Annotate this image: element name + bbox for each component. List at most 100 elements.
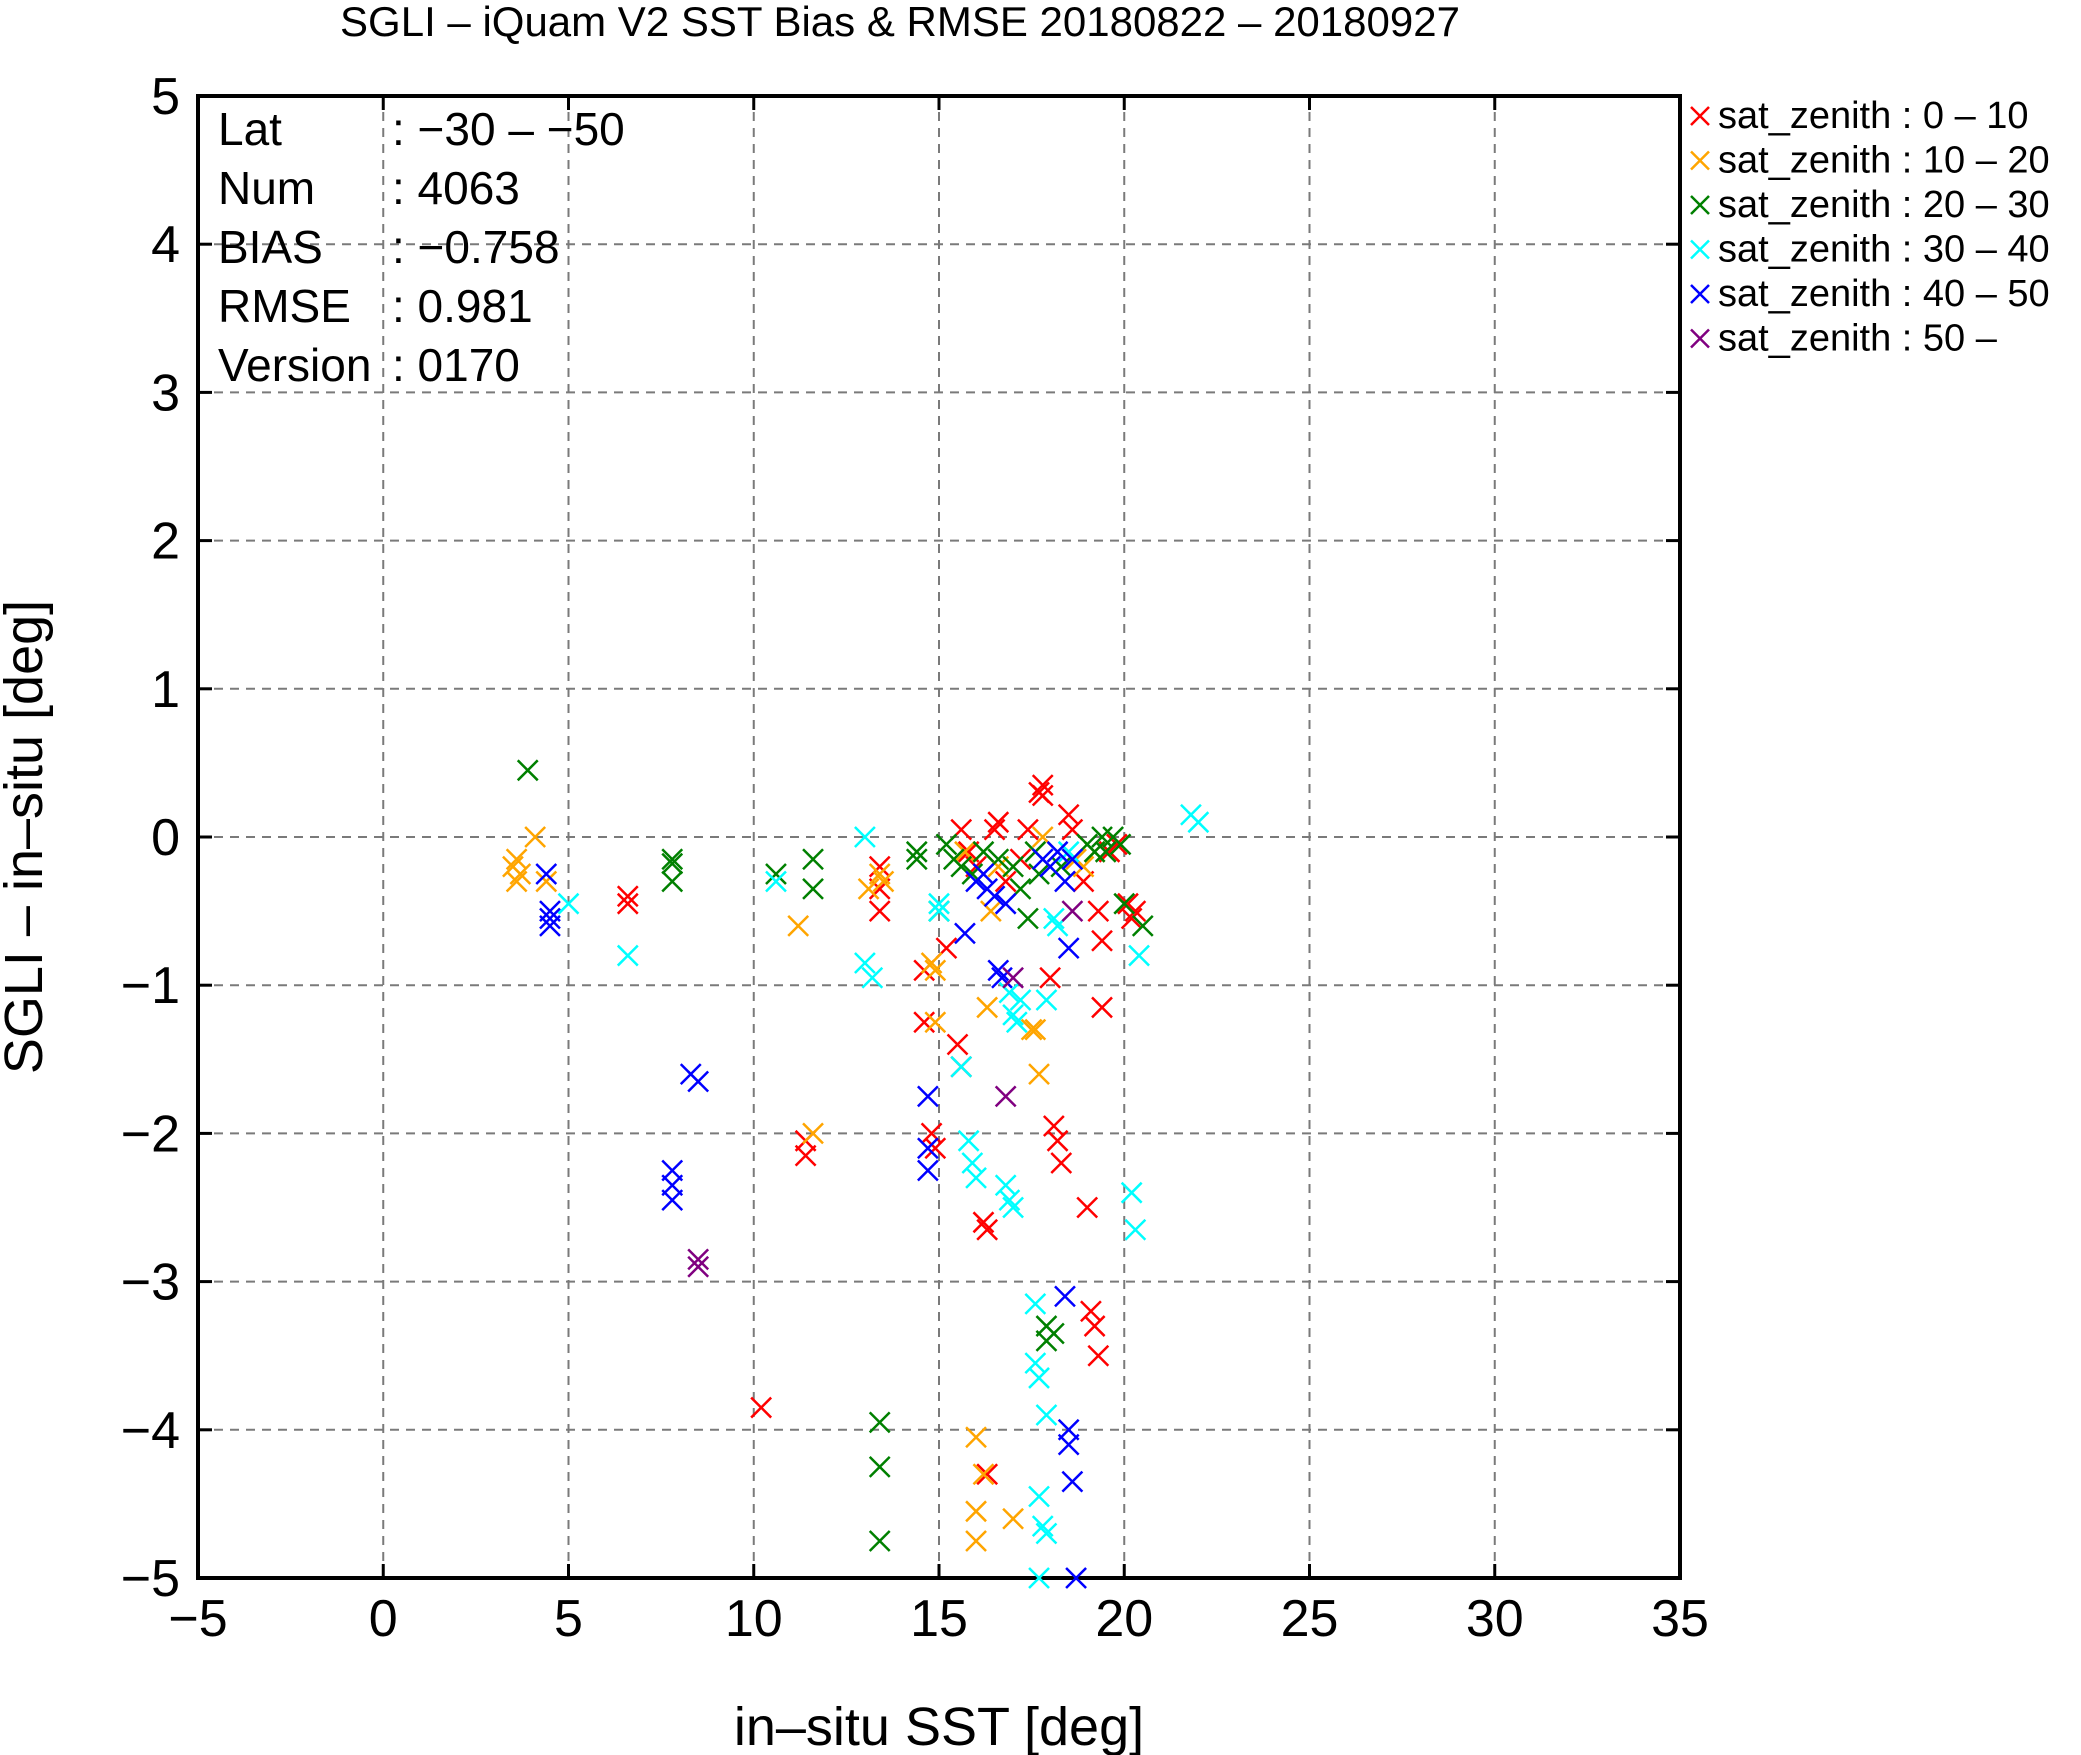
data-point [1042,1115,1065,1137]
data-point [1031,774,1054,797]
stat-key: BIAS [218,221,323,273]
data-point [965,1530,987,1552]
data-point [1061,900,1084,922]
data-point [1083,840,1106,863]
data-point [616,892,639,915]
legend-entry: sat_zenith : 10 – 20 [1718,140,2050,182]
data-point [661,852,684,875]
y-tick-label: −2 [121,1105,180,1163]
data-point [920,952,943,974]
stat-value: : 0.981 [392,280,533,332]
data-point [976,1463,999,1486]
data-point [861,966,884,989]
data-point [917,1137,939,1160]
data-point [998,981,1021,1004]
data-point [1042,1322,1065,1345]
data-point [1024,1352,1047,1374]
data-point [1031,784,1054,807]
data-point [954,922,976,945]
data-point [1057,803,1080,826]
data-point [965,1426,987,1449]
data-point [946,1033,969,1056]
data-point [961,1152,984,1174]
data-point [917,1159,939,1182]
data-point [1002,855,1024,878]
y-axis-ticks: −5 −4 −3 −2 −1 0 1 2 3 4 5 [121,68,1680,1608]
data-point [1057,840,1080,863]
data-point [1046,840,1069,863]
data-point [868,1411,891,1434]
x-axis-label: in–situ SST [deg] [734,1697,1144,1755]
series-5 [535,840,1087,1589]
data-point [857,877,880,900]
data-point [765,863,787,885]
data-point [1087,1344,1110,1367]
data-point [991,966,1013,989]
x-tick-label: 15 [910,1590,968,1648]
data-point [965,1500,987,1523]
data-point [524,826,547,848]
data-point [687,1248,710,1271]
data-point [994,1085,1017,1108]
data-point [994,1174,1017,1197]
data-point [750,1396,773,1419]
data-point [935,833,958,856]
stats-box: Lat: −30 – −50 Num: 4063 BIAS: −0.758 RMSE:… [218,103,625,391]
legend-marker [1690,106,1710,126]
legend-entry: sat_zenith : 50 – [1718,318,1998,360]
legend-entry: sat_zenith : 30 – 40 [1718,229,2050,271]
data-point [1054,1285,1076,1308]
data-point [972,1211,995,1234]
data-point [1050,1152,1073,1174]
data-point [905,848,928,871]
data-point [854,826,876,848]
data-point [1057,1433,1080,1456]
legend-marker [1690,284,1710,304]
x-tick-label: 25 [1281,1590,1339,1648]
data-point [1024,1292,1047,1315]
data-point [998,1189,1021,1211]
data-point [1087,900,1110,922]
data-point [1109,833,1132,856]
data-point [1028,1485,1050,1508]
data-point [1028,1063,1050,1086]
data-point [1076,1196,1099,1219]
stat-value: : −30 – −50 [392,103,625,155]
data-point [505,848,528,871]
data-point [920,1122,943,1145]
data-point [868,1455,891,1478]
data-point [1050,855,1073,878]
data-point [535,870,558,893]
data-point [994,892,1017,915]
stat-key: Version [218,339,371,391]
data-point [1061,1470,1084,1493]
data-point [539,907,561,930]
y-tick-label: 1 [151,661,180,719]
y-tick-label: −5 [121,1550,180,1608]
x-axis-ticks: −5 0 5 10 15 20 25 30 35 [168,96,1709,1648]
data-point [1028,1567,1050,1589]
data-point [928,892,950,915]
y-tick-label: 2 [151,513,180,571]
data-points [502,759,1210,1589]
data-point [972,863,995,885]
data-point [687,1255,710,1278]
stat-value: : 4063 [392,162,520,214]
data-point [979,900,1002,922]
data-point [954,840,976,863]
legend-entry: sat_zenith : 0 – 10 [1718,95,2029,137]
data-point [1046,1129,1069,1152]
data-point [1080,1300,1102,1323]
series-3 [516,759,1154,1552]
data-point [802,1122,824,1145]
data-point [1124,900,1147,922]
data-point [1039,966,1062,989]
data-point [972,1463,995,1486]
data-point [1128,944,1150,967]
x-tick-label: 20 [1095,1590,1153,1648]
x-tick-label: 30 [1466,1590,1524,1648]
legend-marker [1690,195,1710,215]
data-point [972,840,995,863]
data-point [616,944,639,967]
data-point [1131,915,1154,937]
